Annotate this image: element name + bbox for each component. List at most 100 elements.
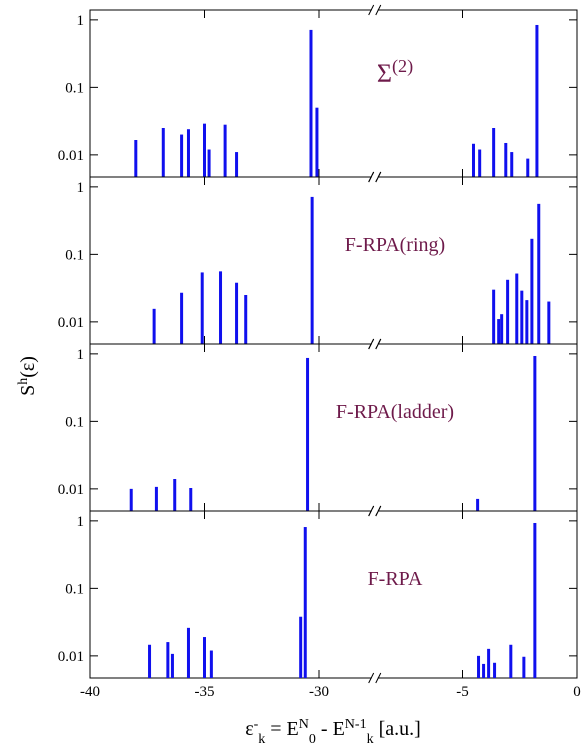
- bar: [180, 292, 184, 344]
- axis-break: [368, 338, 375, 350]
- bar: [522, 656, 526, 678]
- bar: [166, 642, 170, 678]
- bar: [471, 143, 475, 177]
- bar: [180, 134, 184, 177]
- label-part: F-RPA: [368, 568, 423, 590]
- panel-frame: [89, 176, 578, 345]
- axis-break: [375, 672, 382, 684]
- bar: [477, 655, 481, 678]
- bar: [309, 29, 313, 178]
- bar: [525, 300, 529, 344]
- bar: [203, 637, 206, 678]
- x-tick-label: -30: [309, 684, 329, 700]
- y-tick-label: 0.01: [58, 315, 84, 331]
- panel-frame: [89, 510, 578, 679]
- bar: [154, 486, 158, 511]
- bar: [504, 142, 508, 177]
- bar: [244, 295, 248, 344]
- y-axis-label: Sh(ε): [16, 356, 40, 396]
- axis-break: [375, 505, 382, 517]
- bar: [315, 107, 319, 177]
- bar: [493, 662, 497, 678]
- bar: [497, 319, 501, 344]
- axis-break: [375, 338, 382, 350]
- axis-break: [375, 171, 382, 183]
- bar: [306, 357, 310, 511]
- bar: [492, 289, 496, 344]
- bar: [303, 527, 307, 678]
- axis-break-gap: [371, 342, 378, 346]
- bar: [510, 152, 514, 177]
- bar: [129, 488, 133, 511]
- y-tick-label: 0.1: [65, 414, 84, 430]
- bar: [207, 149, 211, 177]
- bar: [219, 271, 223, 344]
- label-part: h: [16, 378, 31, 385]
- bar: [200, 272, 204, 344]
- bar: [535, 24, 539, 178]
- y-tick-label: 0.01: [58, 148, 84, 164]
- bar: [186, 129, 190, 177]
- label-part: [a.u.]: [374, 718, 421, 740]
- bar: [487, 648, 491, 678]
- axis-break-gap: [371, 175, 378, 179]
- label-part: - E: [316, 718, 345, 740]
- x-axis-label: ε-k = EN0 - EN-1k [a.u.]: [245, 717, 421, 747]
- y-tick-label: 0.01: [58, 482, 84, 498]
- bar: [500, 314, 504, 344]
- y-tick-label: 0.1: [65, 80, 84, 96]
- label-part: (2): [392, 56, 413, 77]
- bar: [186, 627, 190, 678]
- bar: [310, 196, 314, 344]
- bar: [478, 149, 482, 177]
- bar: [482, 663, 486, 678]
- bar: [170, 653, 174, 678]
- axis-break: [368, 171, 375, 183]
- y-tick-label: 1: [77, 347, 85, 363]
- panel-annotation: F-RPA: [368, 568, 423, 590]
- bar: [533, 522, 537, 678]
- bar: [520, 290, 524, 344]
- label-part: N-1: [345, 717, 367, 732]
- label-part: Σ: [377, 59, 392, 88]
- label-part: N: [299, 717, 309, 732]
- y-tick-label: 1: [77, 514, 85, 530]
- axis-break-gap: [371, 509, 378, 513]
- x-tick-label: -35: [195, 684, 215, 700]
- panel-annotation: Σ(2): [377, 56, 413, 88]
- x-tick-label: -40: [80, 684, 100, 700]
- y-tick-label: 0.1: [65, 581, 84, 597]
- y-tick-label: 1: [77, 13, 85, 29]
- x-tick-label: -5: [456, 684, 469, 700]
- bar: [134, 140, 138, 177]
- label-part: k: [367, 732, 374, 747]
- bar: [299, 616, 303, 678]
- x-tick-label: 0: [573, 684, 581, 700]
- label-part: (ε): [17, 356, 39, 378]
- y-tick-label: 1: [77, 180, 85, 196]
- bar: [235, 282, 239, 344]
- bar: [161, 128, 165, 177]
- bar: [530, 238, 534, 344]
- axis-break-gap: [371, 676, 378, 680]
- panel-annotation: F-RPA(ladder): [336, 401, 454, 423]
- axis-break: [368, 672, 375, 684]
- label-part: = E: [265, 718, 299, 740]
- bar: [515, 273, 519, 344]
- label-part: 0: [309, 732, 316, 747]
- label-part: F-RPA(ring): [345, 234, 445, 256]
- bar: [152, 308, 156, 344]
- bar: [526, 158, 530, 177]
- bar: [509, 644, 513, 678]
- label-part: k: [258, 732, 265, 747]
- bar: [203, 123, 206, 177]
- y-tick-label: 0.01: [58, 649, 84, 665]
- label-part: S: [17, 385, 39, 396]
- bar: [223, 124, 227, 177]
- label-part: ε: [245, 718, 253, 740]
- axis-break-gap: [371, 8, 378, 12]
- bar: [209, 650, 213, 678]
- axis-break: [368, 505, 375, 517]
- bar: [506, 279, 510, 344]
